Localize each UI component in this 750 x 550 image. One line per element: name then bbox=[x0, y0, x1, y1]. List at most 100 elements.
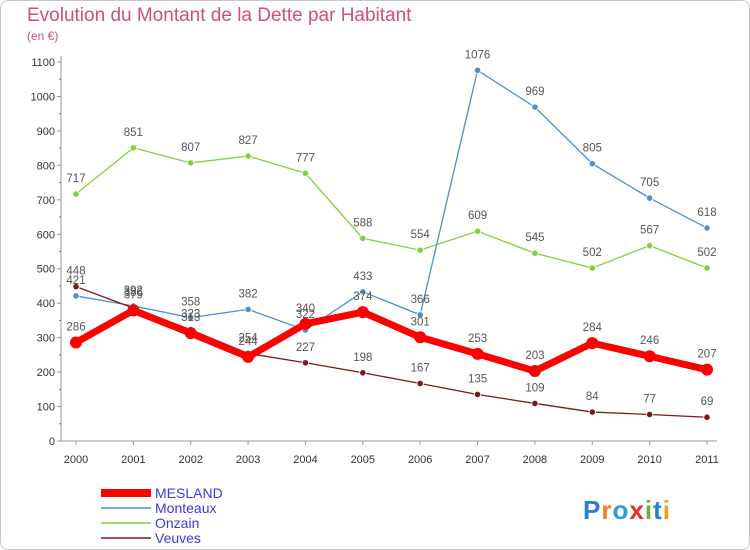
data-point-onzain bbox=[646, 242, 654, 250]
x-tick-label: 2003 bbox=[236, 454, 260, 466]
data-label-monteaux: 705 bbox=[640, 177, 659, 189]
data-point-mesland bbox=[586, 337, 599, 350]
data-point-onzain bbox=[244, 152, 252, 160]
data-point-onzain bbox=[301, 169, 310, 177]
x-tick-label: 2005 bbox=[351, 454, 375, 466]
data-point-mesland bbox=[701, 363, 713, 376]
data-label-monteaux: 322 bbox=[296, 309, 315, 321]
data-point-mesland bbox=[70, 336, 82, 349]
data-point-monteaux bbox=[703, 224, 711, 232]
data-label-onzain: 554 bbox=[411, 229, 431, 241]
data-point-monteaux bbox=[473, 66, 482, 74]
legend-entry-monteaux: Monteaux bbox=[155, 500, 216, 516]
data-label-veuves: 254 bbox=[238, 332, 258, 344]
series-line-monteaux bbox=[75, 69, 708, 331]
data-point-veuves bbox=[72, 283, 80, 291]
data-label-mesland: 301 bbox=[411, 316, 430, 328]
data-point-monteaux bbox=[359, 288, 367, 296]
y-tick-label: 800 bbox=[37, 160, 55, 172]
series-line-mesland bbox=[72, 306, 711, 375]
logo-letter: x bbox=[629, 495, 644, 525]
y-tick-label: 100 bbox=[37, 402, 55, 414]
x-tick-label: 2008 bbox=[523, 454, 547, 466]
x-tick-label: 2001 bbox=[121, 454, 145, 466]
y-tick-label: 700 bbox=[37, 195, 55, 207]
data-label-onzain: 777 bbox=[296, 152, 315, 164]
logo-letter: t bbox=[653, 495, 663, 525]
y-tick-label: 900 bbox=[37, 126, 55, 138]
y-tick-label: 0 bbox=[49, 436, 55, 448]
data-point-onzain bbox=[187, 159, 195, 167]
data-point-veuves bbox=[588, 408, 596, 416]
x-tick-label: 2010 bbox=[637, 454, 661, 466]
data-label-mesland: 246 bbox=[640, 335, 659, 347]
data-point-onzain bbox=[129, 144, 137, 152]
data-point-onzain bbox=[703, 264, 711, 272]
data-point-monteaux bbox=[646, 194, 654, 202]
data-label-monteaux: 433 bbox=[353, 271, 372, 283]
y-tick-label: 500 bbox=[37, 264, 55, 276]
data-point-monteaux bbox=[416, 311, 424, 319]
data-label-veuves: 227 bbox=[296, 342, 315, 354]
data-point-onzain bbox=[473, 227, 482, 235]
data-label-veuves: 69 bbox=[701, 396, 714, 408]
data-point-mesland bbox=[299, 317, 312, 330]
data-label-veuves: 167 bbox=[411, 362, 430, 374]
logo-letter: P bbox=[583, 495, 601, 525]
data-label-mesland: 313 bbox=[181, 312, 200, 324]
data-label-onzain: 827 bbox=[238, 135, 257, 147]
data-label-mesland: 253 bbox=[468, 333, 487, 345]
data-label-monteaux: 358 bbox=[181, 297, 200, 309]
data-label-veuves: 135 bbox=[468, 373, 487, 385]
data-point-veuves bbox=[301, 359, 310, 367]
logo-letter: i bbox=[663, 495, 671, 525]
data-label-mesland: 374 bbox=[353, 291, 373, 303]
chart-title: Evolution du Montant de la Dette par Hab… bbox=[27, 5, 412, 26]
data-point-veuves bbox=[473, 390, 482, 399]
series-line-onzain bbox=[75, 147, 708, 269]
data-label-monteaux: 366 bbox=[411, 294, 430, 306]
x-tick-label: 2009 bbox=[580, 454, 604, 466]
data-point-onzain bbox=[416, 246, 424, 254]
data-point-mesland bbox=[528, 365, 541, 378]
data-point-onzain bbox=[588, 264, 596, 272]
data-point-mesland bbox=[127, 304, 140, 317]
data-point-monteaux bbox=[72, 292, 80, 300]
data-label-onzain: 588 bbox=[353, 217, 372, 229]
data-label-veuves: 109 bbox=[525, 382, 544, 394]
data-label-monteaux: 1076 bbox=[465, 49, 491, 61]
data-label-veuves: 323 bbox=[181, 309, 200, 321]
data-point-onzain bbox=[72, 190, 80, 198]
y-tick-label: 1100 bbox=[31, 57, 55, 69]
x-tick-label: 2002 bbox=[178, 454, 202, 466]
legend-entry-mesland: MESLAND bbox=[155, 485, 223, 501]
chart-subtitle: (en €) bbox=[27, 29, 59, 43]
data-point-mesland bbox=[242, 350, 255, 363]
data-label-onzain: 545 bbox=[525, 232, 544, 244]
data-point-veuves bbox=[703, 413, 711, 421]
data-point-mesland bbox=[414, 331, 427, 344]
data-point-veuves bbox=[359, 369, 367, 377]
data-label-monteaux: 969 bbox=[525, 86, 544, 98]
proxiti-logo: Proxiti bbox=[583, 495, 671, 525]
logo-letter: o bbox=[612, 495, 629, 525]
logo-letter: i bbox=[645, 495, 653, 525]
data-point-mesland bbox=[643, 350, 656, 363]
y-tick-label: 1000 bbox=[31, 91, 55, 103]
x-tick-label: 2004 bbox=[293, 454, 317, 466]
data-label-veuves: 84 bbox=[586, 391, 599, 403]
data-label-monteaux: 618 bbox=[697, 207, 716, 219]
data-label-onzain: 502 bbox=[697, 247, 716, 259]
x-tick-label: 2011 bbox=[695, 454, 719, 466]
data-point-veuves bbox=[531, 399, 539, 408]
data-point-mesland bbox=[184, 327, 197, 340]
data-point-monteaux bbox=[531, 103, 539, 111]
data-label-mesland: 244 bbox=[238, 336, 258, 348]
data-point-mesland bbox=[471, 347, 484, 360]
data-label-onzain: 851 bbox=[124, 127, 143, 139]
data-label-monteaux: 805 bbox=[583, 143, 602, 155]
data-label-mesland: 284 bbox=[583, 322, 603, 334]
data-point-monteaux bbox=[244, 305, 252, 313]
data-label-veuves: 386 bbox=[124, 287, 143, 299]
